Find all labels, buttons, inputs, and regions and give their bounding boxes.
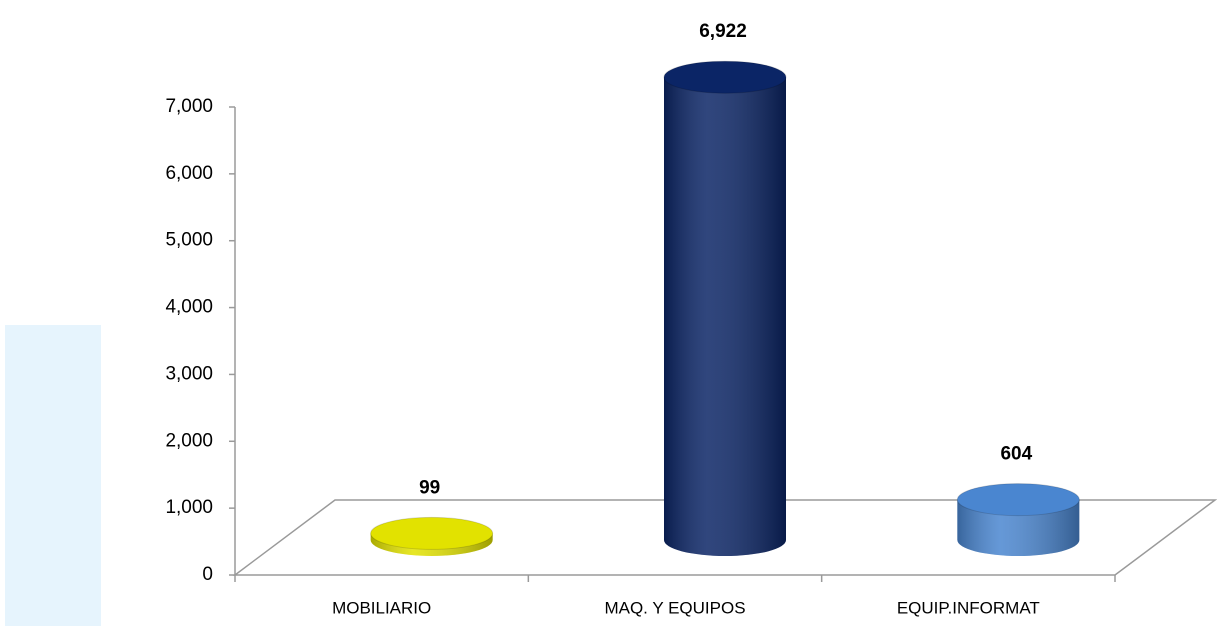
cylinder-top [663,60,787,94]
x-tick-label: MOBILIARIO [332,598,431,617]
data-label: 604 [1000,444,1032,465]
cylinder-shade [957,499,1080,556]
x-tick-label: EQUIP.INFORMAT [897,598,1040,617]
data-label: 99 [419,477,440,498]
y-tick-label: 1,000 [165,497,213,518]
cylinder-top [956,483,1080,517]
y-tick-label: 0 [202,564,213,585]
cylinder-top [370,516,494,550]
y-tick-label: 7,000 [165,96,213,117]
x-tick-label: MAQ. Y EQUIPOS [604,598,745,617]
data-label: 6,922 [699,21,747,42]
side-panel [5,325,101,626]
y-tick-label: 6,000 [165,163,213,184]
y-tick-label: 2,000 [165,430,213,451]
y-tick-label: 5,000 [165,230,213,251]
y-tick-label: 3,000 [165,363,213,384]
y-tick-label: 4,000 [165,297,213,318]
cylinder-shade [664,77,786,557]
